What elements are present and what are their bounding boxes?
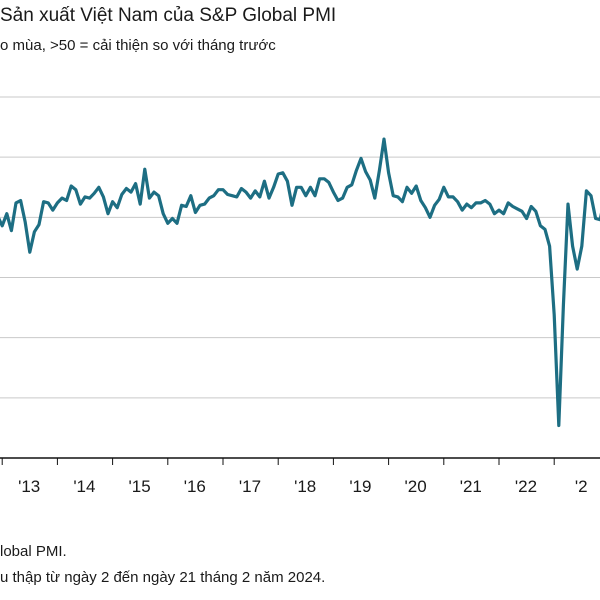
- x-tick-label: '20: [405, 477, 427, 496]
- x-tick-label: '16: [184, 477, 206, 496]
- chart-title: Sản xuất Việt Nam của S&P Global PMI: [0, 5, 337, 26]
- x-tick-label: '15: [129, 477, 151, 496]
- x-tick-label: '22: [515, 477, 537, 496]
- x-tick-label: '13: [18, 477, 40, 496]
- grid-lines: [0, 96, 600, 399]
- x-tick-label: '21: [460, 477, 482, 496]
- series-layer: [0, 137, 600, 428]
- footnote-source: lobal PMI.: [0, 543, 67, 560]
- x-tick-label: '2: [575, 477, 588, 496]
- x-tick-label: '17: [239, 477, 261, 496]
- x-tick-label: '14: [73, 477, 95, 496]
- x-axis-ticks: 2'13'14'15'16'17'18'19'20'21'22'2: [1, 458, 588, 496]
- chart-subtitle: o mùa, >50 = cải thiện so với tháng trướ…: [0, 37, 276, 54]
- footnote-collection-dates: u thập từ ngày 2 đến ngày 21 tháng 2 năm…: [0, 569, 326, 586]
- x-tick-label: '18: [294, 477, 316, 496]
- pmi-series-line: [0, 137, 600, 428]
- x-tick-label: '19: [349, 477, 371, 496]
